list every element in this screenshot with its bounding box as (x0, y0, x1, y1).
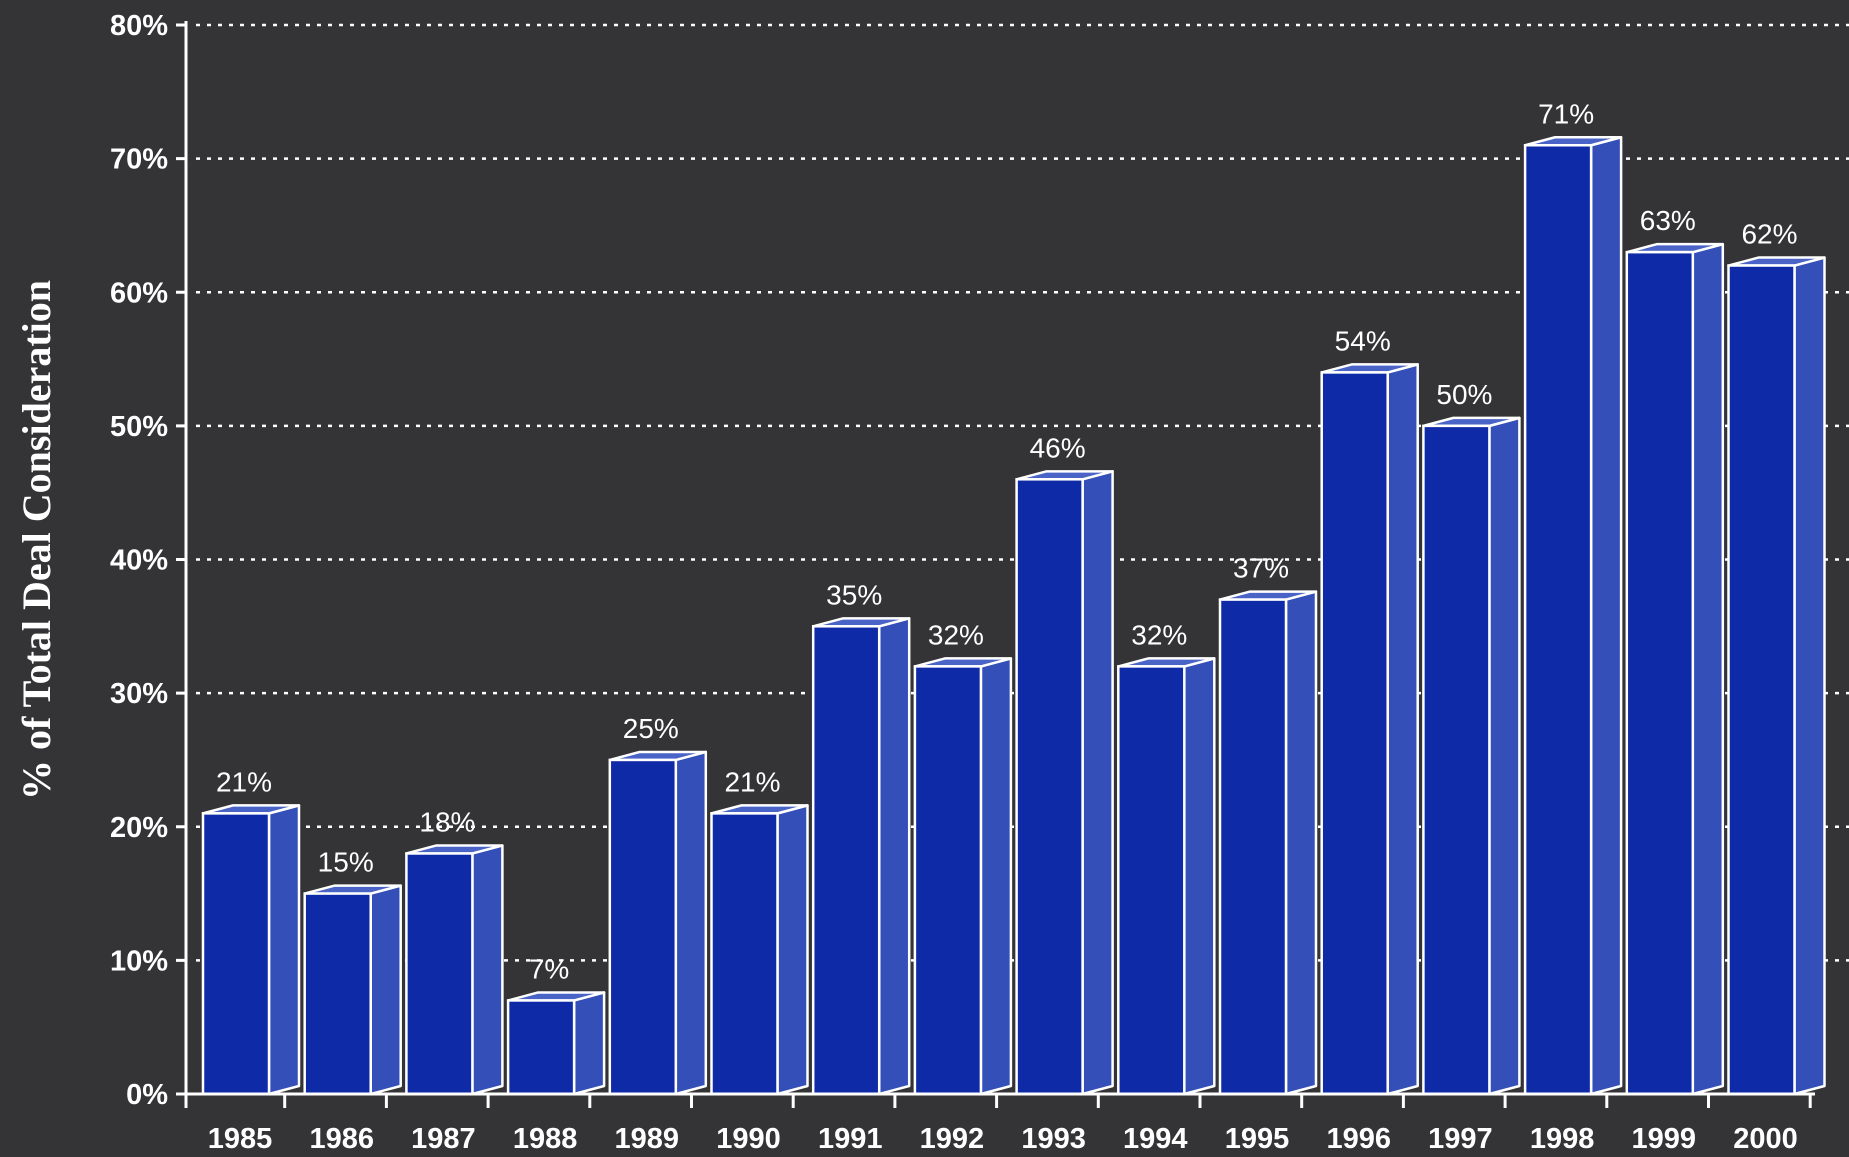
x-tick-label: 1993 (1021, 1123, 1086, 1155)
data-label: 32% (928, 619, 984, 650)
x-tick-label: 1986 (309, 1123, 374, 1155)
bar-side (1081, 470, 1114, 1096)
y-axis-ticks: 0% 10% 20% 30% 40% 50% 60% 70% 80% (110, 10, 186, 1111)
x-axis-ticks: 1985 1986 1987 1988 1989 1990 1991 1992 1993 1994… (208, 1094, 1812, 1155)
bar-1997 (1422, 416, 1521, 1096)
bar-1998 (1523, 136, 1623, 1096)
bar-1985 (201, 804, 301, 1096)
x-tick-label: 1991 (818, 1123, 883, 1155)
bar-1996 (1320, 363, 1419, 1096)
y-tick-label: 0% (126, 1079, 168, 1111)
bar-1989 (608, 750, 708, 1096)
bar-side (1589, 136, 1623, 1096)
y-tick-label: 40% (110, 545, 168, 577)
bar-1986 (303, 884, 402, 1096)
data-label: 54% (1335, 325, 1391, 356)
x-tick-label: 1987 (411, 1123, 476, 1155)
bar-front (1625, 250, 1695, 1096)
data-label: 63% (1640, 205, 1696, 236)
y-tick-label: 30% (110, 678, 168, 710)
bar-side (369, 884, 402, 1096)
x-tick-label: 1998 (1530, 1123, 1595, 1155)
data-label: 50% (1436, 379, 1492, 410)
bar-front (811, 625, 881, 1096)
x-tick-label: 1985 (208, 1123, 273, 1155)
data-label: 46% (1030, 432, 1086, 463)
bar-front (1117, 665, 1186, 1096)
bar-side (572, 991, 606, 1096)
data-labels: 21% 15% 18% 7% 25% 21% 35% 32% 46% 32% 37% 54% 50% 71… (216, 98, 1798, 984)
bar-front (913, 665, 983, 1096)
bar-front (506, 999, 576, 1096)
bar-side (674, 750, 708, 1096)
bar-front (1523, 144, 1593, 1096)
bar-side (979, 657, 1013, 1096)
bar-side (1183, 657, 1216, 1096)
data-label: 21% (724, 766, 780, 797)
y-tick-label: 80% (110, 10, 168, 42)
data-label: 7% (529, 953, 569, 984)
bar-front (1422, 424, 1491, 1096)
data-label: 62% (1741, 219, 1797, 250)
bar-side (1793, 256, 1826, 1096)
x-tick-label: 1997 (1428, 1123, 1493, 1155)
x-tick-label: 1988 (513, 1123, 578, 1155)
data-label: 25% (623, 713, 679, 744)
bar-side (1488, 416, 1521, 1096)
bar-side (1386, 363, 1419, 1096)
x-tick-label: 1990 (716, 1123, 781, 1155)
bar-1995 (1218, 590, 1318, 1096)
bar-side (471, 844, 504, 1096)
bar-front (405, 852, 474, 1096)
data-label: 35% (826, 579, 882, 610)
x-tick-label: 1994 (1123, 1123, 1188, 1155)
x-tick-label: 2000 (1733, 1123, 1798, 1155)
bars (201, 136, 1826, 1096)
bar-front (1727, 264, 1796, 1096)
bar-1991 (811, 617, 911, 1096)
bar-front (608, 758, 678, 1096)
bar-1992 (913, 657, 1013, 1096)
bar-side (267, 804, 301, 1096)
x-tick-label: 1999 (1632, 1123, 1697, 1155)
bar-side (877, 617, 911, 1096)
bar-front (1015, 478, 1084, 1096)
data-label: 15% (318, 847, 374, 878)
y-tick-label: 10% (110, 945, 168, 977)
bar-side (776, 804, 809, 1096)
y-tick-label: 60% (110, 277, 168, 309)
y-tick-label: 70% (110, 144, 168, 176)
bar-front (710, 812, 779, 1096)
y-axis-title: % of Total Deal Consideration (14, 280, 59, 800)
data-label: 37% (1233, 553, 1289, 584)
x-tick-label: 1995 (1225, 1123, 1290, 1155)
x-tick-label: 1992 (920, 1123, 985, 1155)
bar-side (1691, 242, 1725, 1096)
bar-1993 (1015, 470, 1114, 1096)
axes (184, 21, 1815, 1108)
bar-front (1218, 598, 1288, 1096)
bar-1990 (710, 804, 809, 1096)
bar-front (1320, 371, 1389, 1096)
bar-2000 (1727, 256, 1826, 1096)
data-label: 32% (1131, 619, 1187, 650)
bar-1988 (506, 991, 606, 1096)
bar-front (201, 812, 271, 1096)
data-label: 18% (419, 806, 475, 837)
bar-1987 (405, 844, 504, 1096)
x-tick-label: 1989 (615, 1123, 680, 1155)
y-tick-label: 50% (110, 411, 168, 443)
y-tick-label: 20% (110, 812, 168, 844)
data-label: 21% (216, 766, 272, 797)
bar-1999 (1625, 242, 1725, 1096)
x-tick-label: 1996 (1326, 1123, 1391, 1155)
bar-side (1284, 590, 1318, 1096)
bar-1994 (1117, 657, 1216, 1096)
bar-front (303, 892, 372, 1096)
data-label: 71% (1538, 98, 1594, 129)
